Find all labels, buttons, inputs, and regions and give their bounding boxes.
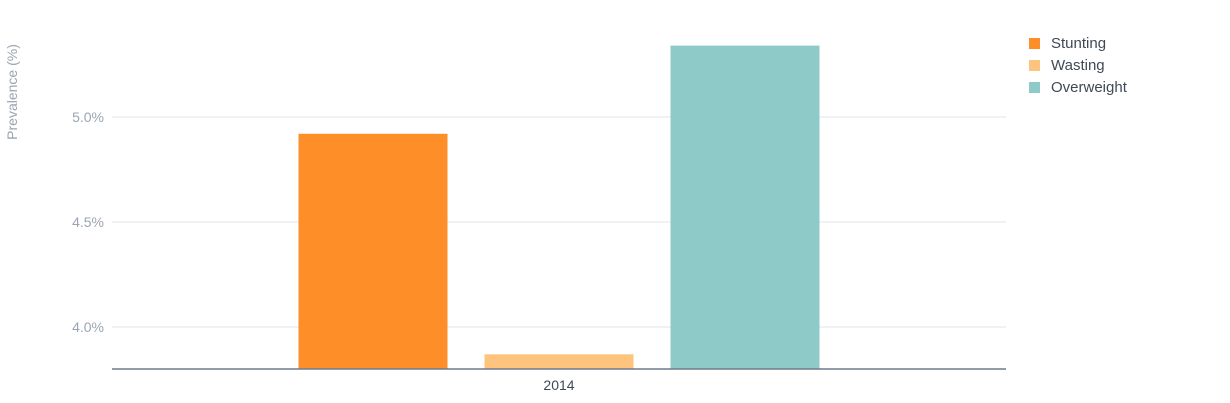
legend: Stunting Wasting Overweight (1029, 35, 1128, 96)
bar-overweight (670, 45, 820, 369)
legend-label-wasting: Wasting (1051, 57, 1105, 74)
legend-swatch-stunting (1029, 38, 1040, 49)
bar-wasting (484, 354, 634, 369)
y-axis-title: Prevalence (%) (4, 44, 20, 140)
legend-swatch-overweight (1029, 82, 1040, 93)
gridlines (112, 116, 1006, 328)
y-tick-label: 4.0% (72, 319, 104, 335)
x-tick-label: 2014 (543, 377, 574, 393)
bars (298, 45, 820, 369)
y-tick-label: 4.5% (72, 214, 104, 230)
legend-label-stunting: Stunting (1051, 35, 1106, 52)
legend-label-overweight: Overweight (1051, 79, 1128, 96)
bar-stunting (298, 133, 448, 369)
y-axis-ticks: 4.0% 4.5% 5.0% (72, 109, 104, 335)
y-tick-label: 5.0% (72, 109, 104, 125)
x-axis-ticks: 2014 (543, 377, 574, 393)
legend-swatch-wasting (1029, 60, 1040, 71)
